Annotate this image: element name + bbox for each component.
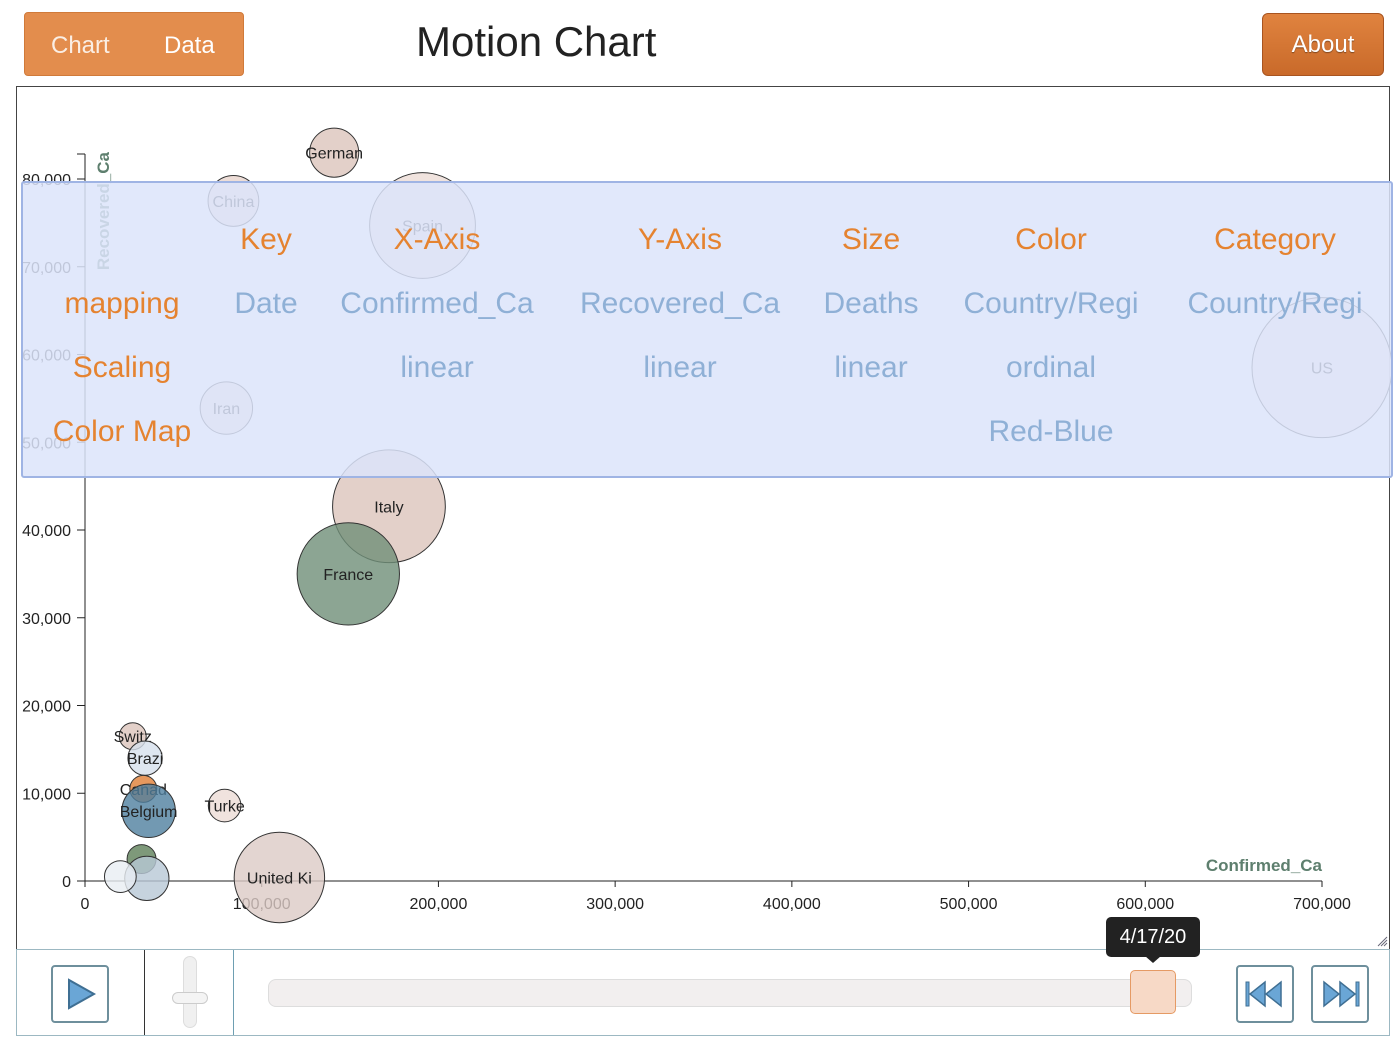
bubble-label: Turke <box>204 799 244 816</box>
separator <box>233 950 234 1035</box>
time-slider-handle[interactable] <box>1129 970 1176 1014</box>
mapping-size-select[interactable]: Deaths <box>823 287 919 320</box>
bubble-label: Belgium <box>120 804 178 821</box>
bubble[interactable] <box>309 127 360 178</box>
mapping-panel: Key X-Axis Y-Axis Size Color Category ma… <box>21 181 1393 478</box>
tab-data[interactable]: Data <box>164 32 215 59</box>
x-tick-label: 500,000 <box>940 896 998 913</box>
x-tick-label: 0 <box>81 896 90 913</box>
scaling-color-select[interactable]: ordinal <box>1005 351 1097 384</box>
scaling-x-select[interactable]: linear <box>400 351 474 384</box>
bubble[interactable] <box>103 860 137 893</box>
col-header-key: Key <box>240 223 292 256</box>
y-tick-label: 40,000 <box>22 523 71 540</box>
x-tick-label: 400,000 <box>763 896 821 913</box>
date-tooltip: 4/17/20 <box>1105 917 1200 957</box>
col-header-x-axis: X-Axis <box>393 223 481 256</box>
mapping-x-select[interactable]: Confirmed_Ca <box>340 287 534 320</box>
y-tick-label: 10,000 <box>22 786 71 803</box>
mapping-category-select[interactable]: Country/Regi <box>1187 287 1363 320</box>
scaling-y-select[interactable]: linear <box>643 351 717 384</box>
bubble[interactable] <box>296 522 400 626</box>
page-title: Motion Chart <box>416 18 657 65</box>
separator <box>144 950 145 1035</box>
col-header-size: Size <box>841 223 901 256</box>
chart-frame <box>16 86 1390 949</box>
bubble-label: United Ki <box>247 870 312 887</box>
resize-grip-icon[interactable] <box>1376 935 1388 947</box>
x-tick-label: 700,000 <box>1293 896 1351 913</box>
tab-chart[interactable]: Chart <box>51 32 110 59</box>
x-tick-label: 200,000 <box>410 896 468 913</box>
tooltip-arrow <box>1144 956 1161 963</box>
speed-slider-handle[interactable] <box>172 992 208 1004</box>
scaling-size-select[interactable]: linear <box>834 351 908 384</box>
x-tick-label: 300,000 <box>586 896 644 913</box>
mapping-color-select[interactable]: Country/Regi <box>963 287 1139 320</box>
col-header-category: Category <box>1214 223 1336 256</box>
skip-to-start-icon <box>1245 980 1282 1008</box>
row-label-color-map: Color Map <box>52 415 192 448</box>
row-label-mapping: mapping <box>64 287 180 320</box>
row-label-scaling: Scaling <box>72 351 172 384</box>
play-button[interactable] <box>51 965 109 1023</box>
y-tick-label: 30,000 <box>22 611 71 628</box>
play-triangle-icon <box>68 978 97 1010</box>
mapping-key-select[interactable]: Date <box>234 287 298 320</box>
y-tick-label: 0 <box>62 874 71 891</box>
bubble-label: Brazi <box>127 751 163 768</box>
y-tick-label: 20,000 <box>22 699 71 716</box>
chart-data-toggle: Chart Data <box>24 12 244 76</box>
x-tick-label: 600,000 <box>1116 896 1174 913</box>
bubble[interactable] <box>233 831 326 924</box>
x-axis-label: Confirmed_Ca <box>1206 856 1323 875</box>
skip-to-end-icon <box>1323 980 1360 1008</box>
skip-to-start-button[interactable] <box>1236 965 1294 1023</box>
mapping-y-select[interactable]: Recovered_Ca <box>579 287 781 320</box>
col-header-y-axis: Y-Axis <box>638 223 722 256</box>
bubble-label: German <box>305 146 363 163</box>
about-button[interactable]: About <box>1262 13 1384 76</box>
bubble[interactable] <box>207 788 242 823</box>
bubble-label: France <box>323 567 373 584</box>
bubble-label: Italy <box>374 499 403 516</box>
color-map-select[interactable]: Red-Blue <box>988 415 1114 448</box>
time-slider-track[interactable] <box>268 979 1192 1007</box>
skip-to-end-button[interactable] <box>1311 965 1369 1023</box>
bubble[interactable] <box>121 783 176 839</box>
col-header-color: Color <box>1015 223 1087 256</box>
